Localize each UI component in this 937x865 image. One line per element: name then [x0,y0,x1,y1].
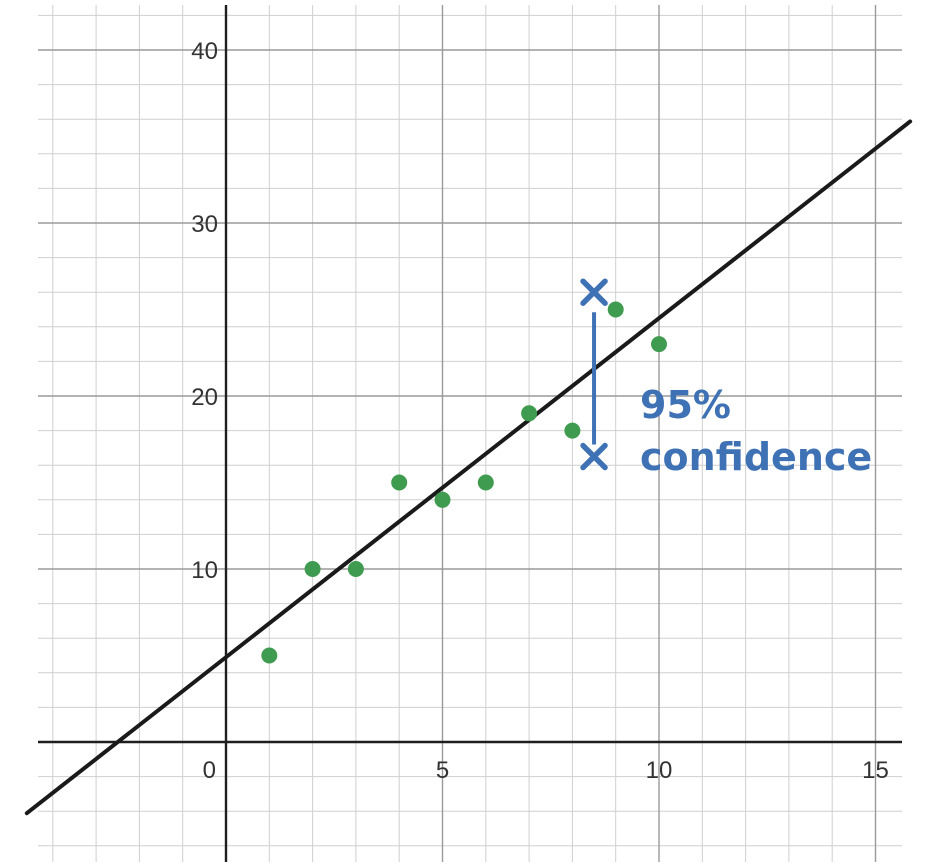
minor-gridlines [38,5,902,862]
major-gridlines [38,5,902,862]
annotation-group: 95% confidence [640,383,872,479]
data-point [651,336,667,353]
data-point [521,405,538,422]
annotation-confidence-label: confidence [640,435,872,479]
confidence-interval-group [580,278,608,471]
y-tick-label: 30 [191,211,218,238]
x-tick-label: 15 [862,757,889,784]
tick-labels: 0 5 10 15 10 20 30 40 [191,38,889,784]
data-point [304,561,321,577]
data-point [477,474,494,491]
data-points [261,301,667,664]
regression-line-group [24,119,913,816]
confidence-upper-marker-stroke-b [580,278,608,306]
x-tick-label: 10 [646,757,673,784]
data-point [564,422,581,439]
axes [38,5,902,862]
data-point [391,474,408,491]
y-tick-label: 20 [191,384,218,411]
y-tick-label: 40 [191,38,218,65]
data-point [607,301,624,318]
confidence-lower-marker [580,442,608,471]
x-tick-label: 0 [203,757,216,784]
data-point [347,561,364,577]
y-tick-label: 10 [191,557,218,584]
confidence-upper-marker [580,278,608,306]
data-point [434,491,451,508]
annotation-confidence-level: 95% [640,383,731,427]
data-point [261,647,278,664]
confidence-lower-marker-stroke-b [580,442,608,471]
x-tick-label: 5 [436,757,449,784]
regression-line [24,119,913,816]
